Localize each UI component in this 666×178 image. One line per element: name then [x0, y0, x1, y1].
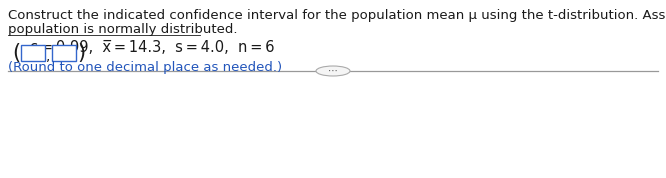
Text: c = 0.99,  x̅ = 14.3,  s = 4.0,  n = 6: c = 0.99, x̅ = 14.3, s = 4.0, n = 6	[30, 40, 274, 54]
Text: (: (	[12, 43, 20, 63]
FancyBboxPatch shape	[21, 45, 45, 61]
Text: population is normally distributed.: population is normally distributed.	[8, 22, 238, 35]
Text: ,: ,	[46, 49, 50, 63]
Text: ⋯: ⋯	[328, 66, 338, 76]
Text: Construct the indicated confidence interval for the population mean μ using the : Construct the indicated confidence inter…	[8, 9, 666, 22]
Ellipse shape	[316, 66, 350, 76]
FancyBboxPatch shape	[52, 45, 76, 61]
Text: (Round to one decimal place as needed.): (Round to one decimal place as needed.)	[8, 61, 282, 74]
Text: ): )	[77, 43, 85, 63]
